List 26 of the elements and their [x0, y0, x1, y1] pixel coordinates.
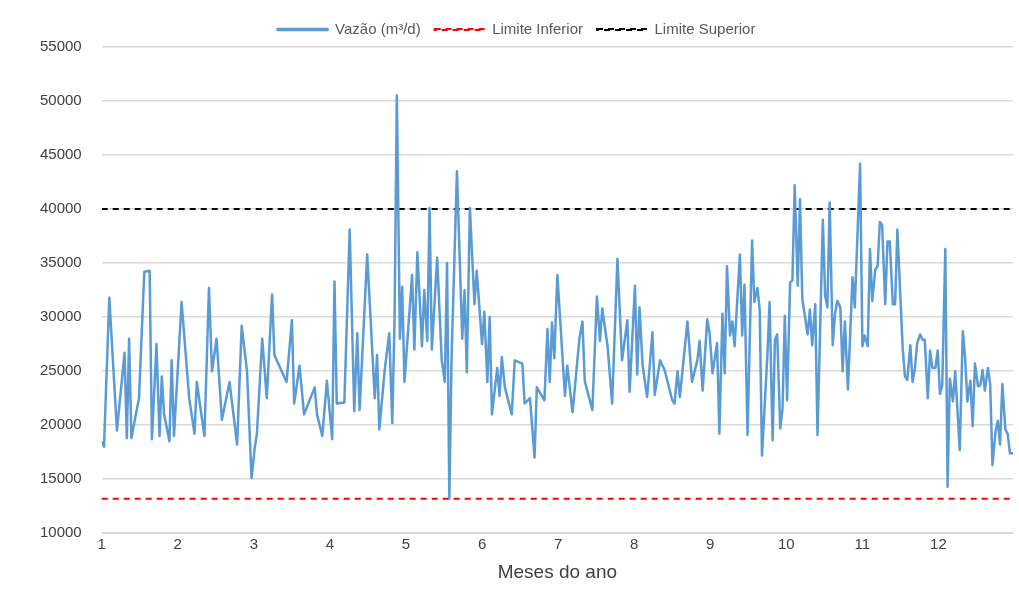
x-tick-label: 11	[854, 535, 871, 553]
y-tick-label: 20000	[39, 415, 82, 433]
y-tick-label: 45000	[39, 145, 82, 163]
y-tick-label: 50000	[39, 91, 82, 109]
x-axis-title: Meses do ano	[497, 560, 618, 582]
x-tick-label: 4	[325, 535, 335, 553]
y-tick-label: 10000	[39, 523, 82, 541]
y-tick-label: 35000	[39, 253, 82, 271]
x-tick-label: 8	[630, 535, 639, 553]
x-tick-label: 2	[173, 535, 182, 553]
x-tick-label: 12	[930, 535, 947, 553]
x-tick-label: 10	[777, 535, 795, 553]
legend-label: Limite Inferior	[492, 19, 584, 37]
x-tick-label: 5	[401, 535, 411, 553]
x-tick-label: 7	[553, 535, 563, 553]
y-tick-label: 25000	[39, 361, 82, 379]
y-tick-label: 55000	[39, 37, 82, 55]
legend-label: Limite Superior	[654, 19, 756, 37]
y-tick-label: 30000	[39, 307, 82, 325]
x-tick-label: 9	[706, 535, 715, 553]
x-tick-label: 1	[97, 535, 106, 553]
y-tick-label: 15000	[39, 469, 82, 487]
legend-label: Vazão (m³/d)	[335, 19, 421, 37]
y-tick-label: 40000	[39, 199, 82, 217]
x-tick-label: 3	[249, 535, 259, 553]
x-tick-label: 6	[477, 535, 487, 553]
